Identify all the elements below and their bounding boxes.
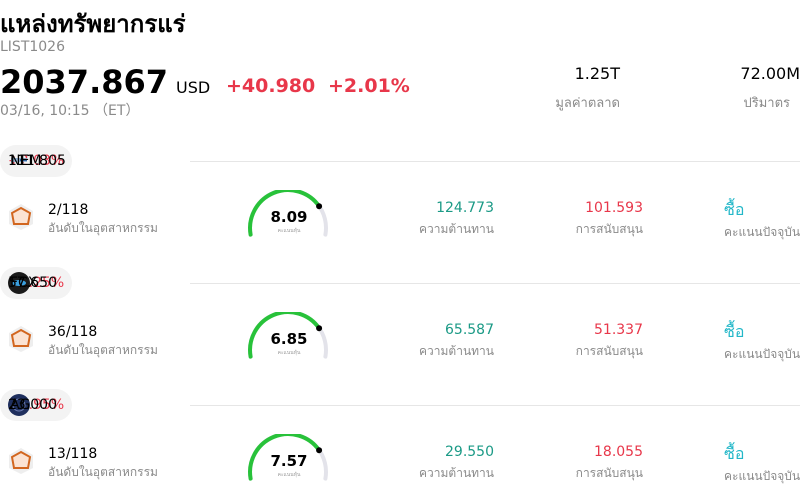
score-label: คะแนนหุ้น xyxy=(277,228,301,234)
resistance: 29.550 xyxy=(445,444,494,460)
support: 101.593 xyxy=(585,200,643,216)
stat-label: มูลค่าตลาด xyxy=(555,96,620,111)
rank: 13/118 xyxy=(48,446,98,462)
score-label: คะแนนหุ้น xyxy=(277,472,301,478)
stat-value: 1.25T xyxy=(574,64,620,83)
gauge xyxy=(247,309,331,372)
change: +40.980 xyxy=(226,75,316,97)
resistance-label: ความต้านทาน xyxy=(419,466,494,480)
divider xyxy=(190,405,800,406)
price: 23.000 xyxy=(8,397,57,413)
support: 51.337 xyxy=(594,322,643,338)
logo xyxy=(8,150,30,172)
support: 18.055 xyxy=(594,444,643,460)
rank: 2/118 xyxy=(48,202,89,218)
price: 57.650 xyxy=(8,275,57,291)
title: แหล่งทรัพยากรแร่ xyxy=(0,10,186,38)
rating: ซื้อ xyxy=(724,200,745,219)
rank: 36/118 xyxy=(48,324,98,340)
score-label: คะแนนหุ้น xyxy=(277,350,301,356)
logo xyxy=(8,272,30,294)
resistance-label: ความต้านทาน xyxy=(419,344,494,358)
logo xyxy=(8,394,30,416)
currency: USD xyxy=(176,78,211,97)
datetime: 03/16, 10:15 （ET） xyxy=(0,103,140,119)
support-label: การสนับสนุน xyxy=(575,344,643,358)
price: 2037.867 xyxy=(0,63,169,101)
ticker: AG xyxy=(10,397,31,413)
stat-label: ปริมาตร xyxy=(743,96,790,111)
rating: ซื้อ xyxy=(724,444,745,463)
stock-pill[interactable]: NEM 111.805 +2.03% xyxy=(0,145,73,177)
rank-label: อันดับในอุตสาหกรรม xyxy=(48,465,158,479)
ticker: FCX xyxy=(10,275,38,291)
stock-pill[interactable]: AG 23.000 +1.95% xyxy=(0,389,73,421)
rank-label: อันดับในอุตสาหกรรม xyxy=(48,343,158,357)
rank-icon xyxy=(6,202,36,232)
score: 8.09 xyxy=(270,208,308,226)
code: LIST1026 xyxy=(0,39,65,55)
gauge xyxy=(247,431,331,494)
score: 7.57 xyxy=(270,452,308,470)
change-pct: +2.03% xyxy=(8,153,65,169)
rating-label: คะแนนปัจจุบัน xyxy=(724,347,800,361)
divider xyxy=(190,161,800,162)
price: 111.805 xyxy=(8,153,66,169)
rank-icon xyxy=(6,446,36,476)
change-pct: +2.01% xyxy=(328,75,410,97)
support-label: การสนับสนุน xyxy=(575,466,643,480)
rating: ซื้อ xyxy=(724,322,745,341)
stock-pill[interactable]: FCX 57.650 +2.25% xyxy=(0,267,73,299)
rating-label: คะแนนปัจจุบัน xyxy=(724,469,800,483)
resistance-label: ความต้านทาน xyxy=(419,222,494,236)
divider xyxy=(190,283,800,284)
gauge xyxy=(247,187,331,250)
resistance: 65.587 xyxy=(445,322,494,338)
score: 6.85 xyxy=(270,330,308,348)
ticker: NEM xyxy=(10,153,42,169)
rating-label: คะแนนปัจจุบัน xyxy=(724,225,800,239)
rank-label: อันดับในอุตสาหกรรม xyxy=(48,221,158,235)
resistance: 124.773 xyxy=(436,200,494,216)
rank-icon xyxy=(6,324,36,354)
stat-value: 72.00M xyxy=(740,64,800,83)
support-label: การสนับสนุน xyxy=(575,222,643,236)
